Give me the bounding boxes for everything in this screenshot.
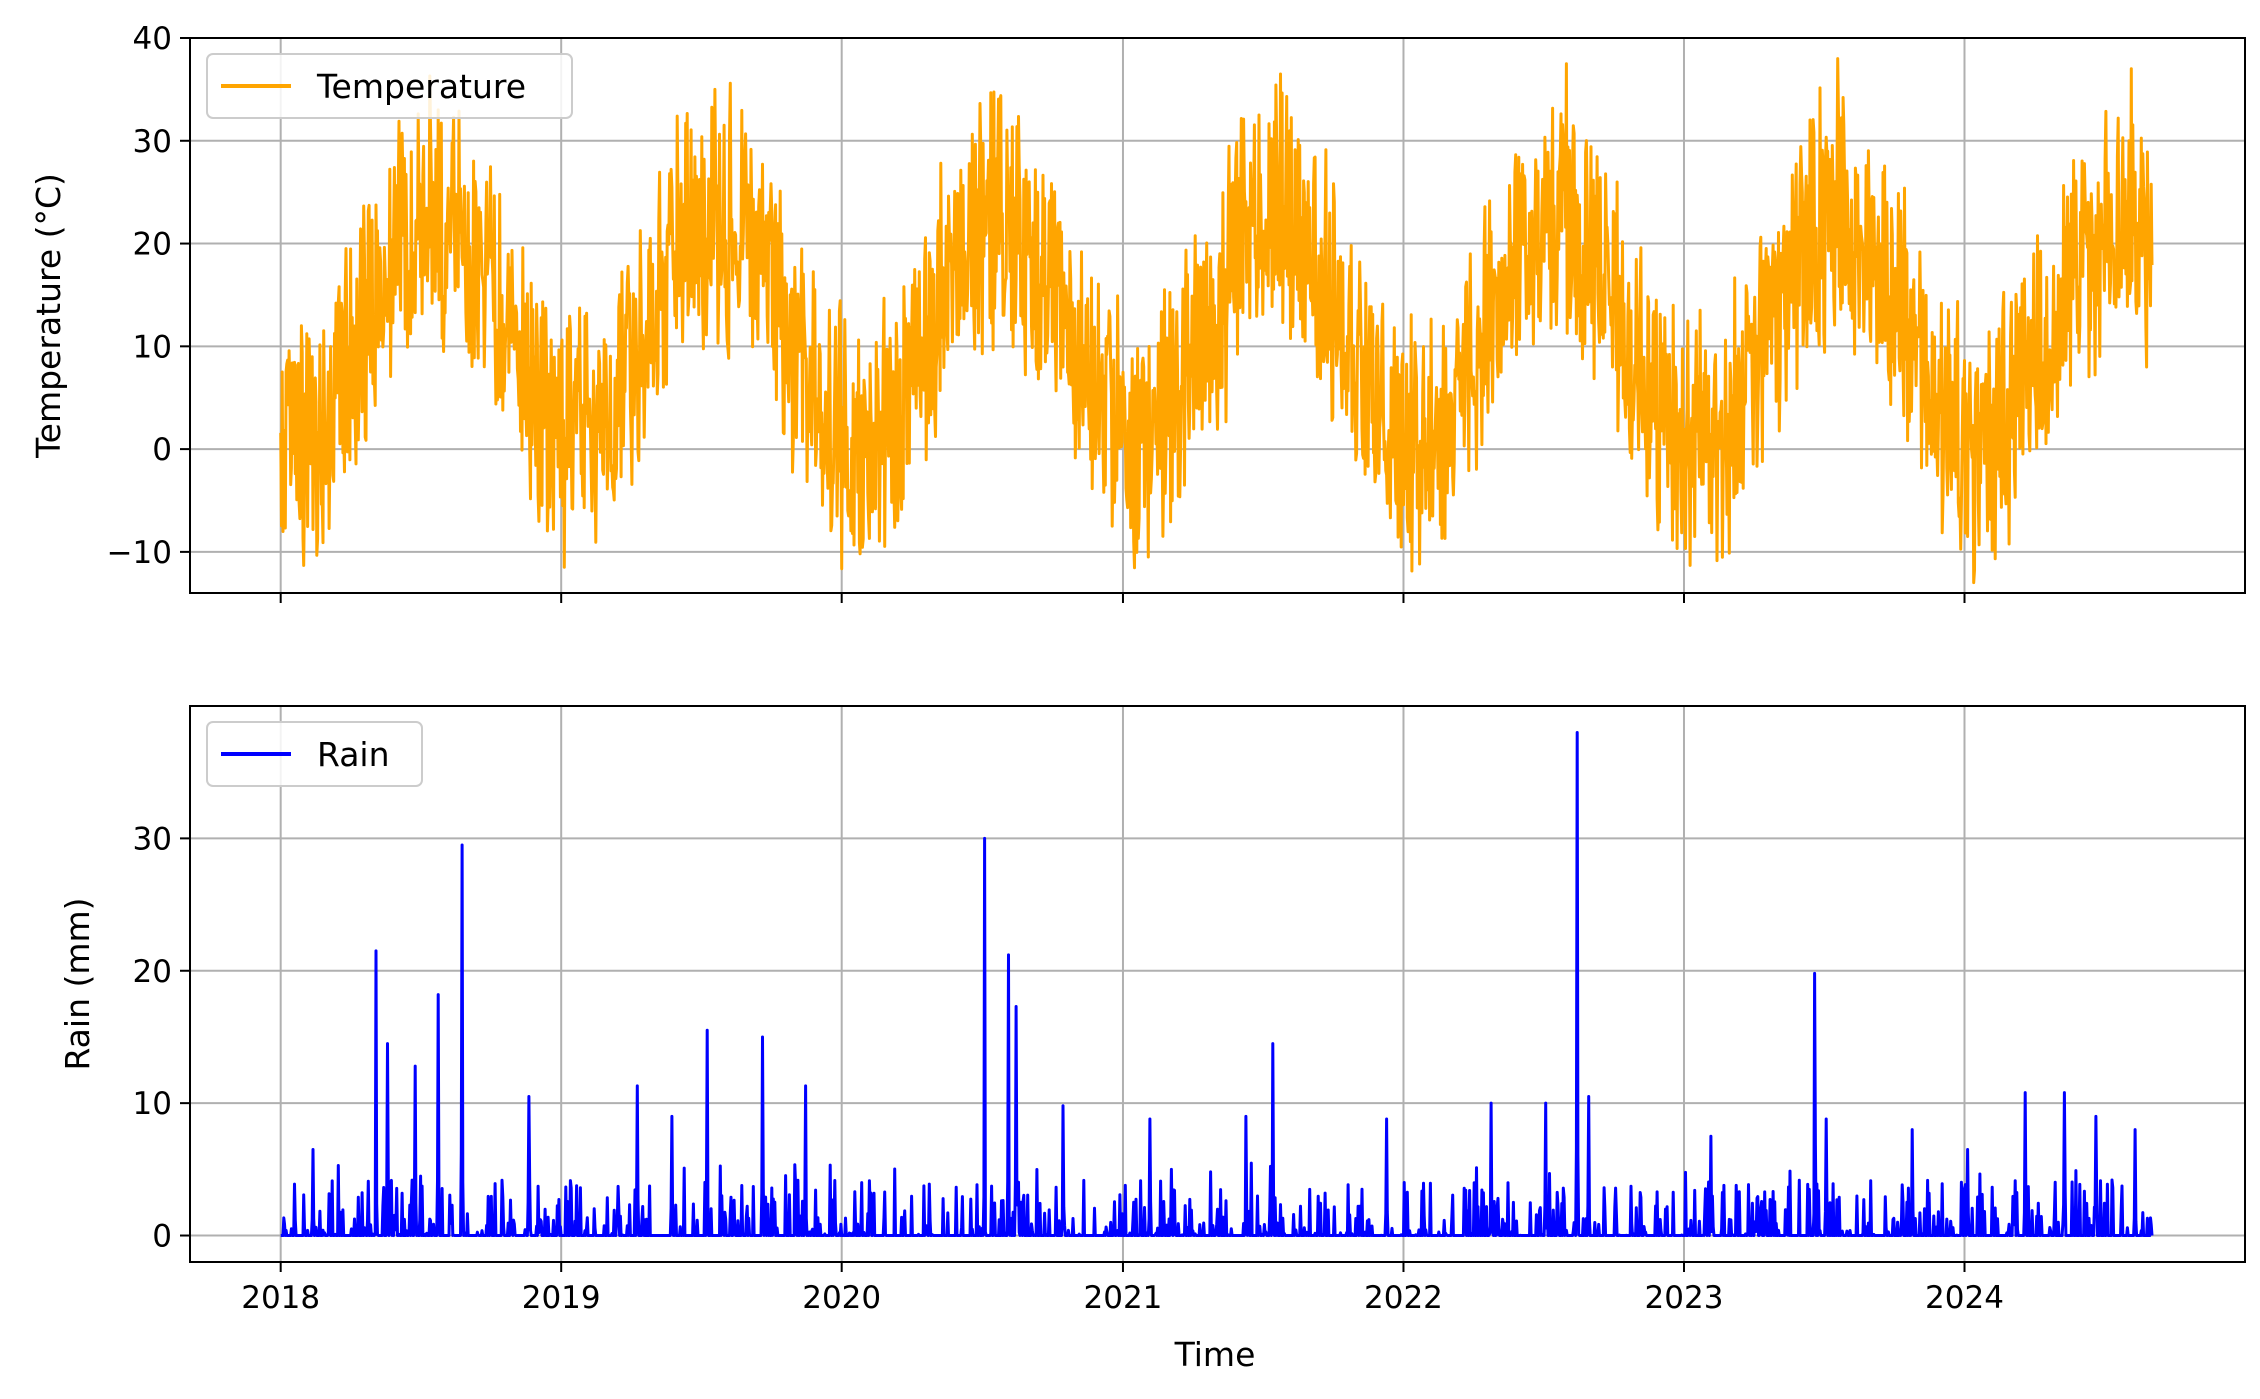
legend: Temperature <box>206 53 573 119</box>
x-tick-label: 2023 <box>1645 1280 1724 1316</box>
x-tick-label: 2020 <box>802 1280 881 1316</box>
y-tick-label: 20 <box>133 954 172 990</box>
y-tick-label: 20 <box>133 227 172 263</box>
axes-frame <box>189 37 2246 594</box>
y-tick-label: 10 <box>133 329 172 365</box>
grid <box>190 706 2245 1262</box>
y-tick-label: −10 <box>107 535 172 571</box>
y-tick-label: 30 <box>133 821 172 857</box>
rain-panel: 30 20 10 0 2018 2019 2020 2021 2022 2023 2024 Rain … <box>58 705 2246 1316</box>
rain-series-line <box>280 731 2154 1237</box>
y-axis-label: Temperature (°C) <box>29 173 68 459</box>
y-tick-label: 0 <box>152 1219 172 1255</box>
y-tick-label: 10 <box>133 1086 172 1122</box>
axes-frame <box>189 705 2246 1263</box>
temperature-series-line <box>279 57 2154 585</box>
legend-box <box>206 53 573 119</box>
y-tick-label: 40 <box>133 21 172 57</box>
x-axis-label: Time <box>1174 1335 1256 1374</box>
legend-label: Rain <box>317 735 390 774</box>
x-tick-label: 2024 <box>1925 1280 2004 1316</box>
legend: Rain <box>206 721 423 787</box>
legend-label: Temperature <box>316 67 526 106</box>
x-tick-label: 2019 <box>522 1280 601 1316</box>
y-tick-label: 0 <box>152 432 172 468</box>
x-tick-label: 2022 <box>1364 1280 1443 1316</box>
x-tick-label: 2018 <box>241 1280 320 1316</box>
legend-box <box>206 721 423 787</box>
y-axis-label: Rain (mm) <box>58 897 97 1070</box>
y-tick-label: 30 <box>133 124 172 160</box>
temperature-panel: 40 30 20 10 0 −10 Temperature (°C) Temperature <box>29 21 2246 603</box>
x-tick-label: 2021 <box>1084 1280 1163 1316</box>
